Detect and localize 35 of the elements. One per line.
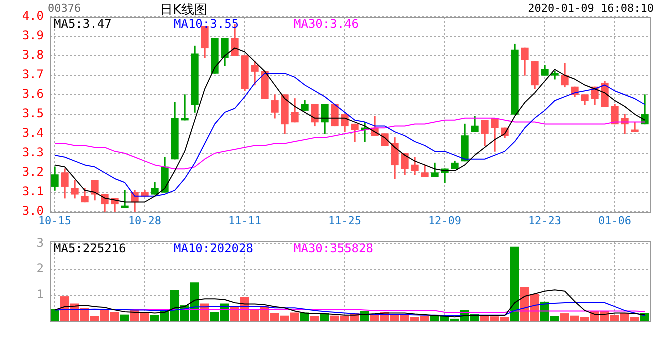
text: MA30:355828	[294, 241, 374, 256]
y-tick-label: 3.5	[22, 106, 44, 121]
text: 00376	[48, 2, 82, 15]
y-tick-label: 3.8	[22, 48, 44, 62]
chart-title: 日K线图	[160, 2, 208, 19]
text: MA5:3.47	[54, 17, 112, 32]
text: MA10:3.55	[174, 17, 240, 32]
y-tick-label: 3	[36, 236, 44, 250]
x-tick-label: 11-11	[228, 214, 262, 228]
text: 2020-01-09 16:08:10	[528, 2, 654, 15]
bar	[310, 316, 320, 321]
text: MA30:3.46	[294, 17, 360, 32]
y-tick-label: 3.6	[22, 87, 44, 102]
text: MA10:202028	[174, 241, 254, 256]
y-tick-label: 3.4	[22, 126, 44, 140]
y-tick-label: 3.2	[22, 165, 44, 180]
x-tick-label: 12-09	[428, 214, 462, 228]
candlestick	[211, 38, 219, 74]
x-tick-label: 10-28	[128, 214, 162, 228]
x-tick-label: 01-06	[598, 214, 632, 228]
x-tick-label: 10-15	[38, 214, 72, 228]
candlestick	[261, 71, 269, 100]
x-tick-label: 11-25	[328, 214, 362, 228]
bar	[120, 314, 130, 321]
x-tick-label: 12-23	[528, 214, 562, 228]
text: MA5:225216	[54, 241, 126, 256]
y-tick-label: 3.9	[22, 28, 44, 43]
bar	[510, 246, 520, 321]
y-tick-label: 4.0	[22, 9, 44, 24]
y-tick-label: 3.1	[22, 184, 44, 199]
y-tick-label: 3.7	[22, 68, 44, 82]
candlestick	[331, 104, 339, 127]
y-tick-label: 3.3	[22, 146, 44, 160]
y-tick-label: 1	[36, 287, 44, 302]
y-tick-label: 2	[36, 262, 44, 276]
